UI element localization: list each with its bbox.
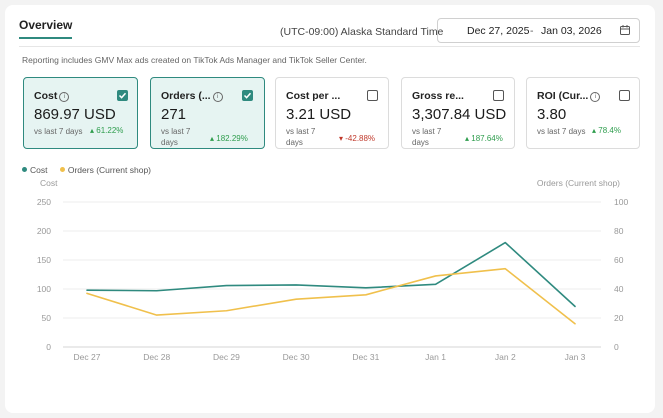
left-tick-label: 100: [37, 284, 51, 294]
right-tick-label: 0: [614, 342, 619, 352]
metric-card-roi[interactable]: ROI (Cur... i 3.80 vs last 7 days ▴ 78.4%: [526, 77, 640, 149]
card-checkbox[interactable]: [242, 90, 253, 101]
info-icon: i: [590, 92, 601, 102]
header-divider: [19, 46, 640, 47]
date-start: Dec 27, 2025: [467, 25, 530, 37]
card-comparison-label: vs last 7 days: [537, 127, 586, 136]
card-title: Orders (...: [161, 90, 211, 102]
reporting-note: Reporting includes GMV Max ads created o…: [22, 55, 367, 65]
metric-card-gross-revenue[interactable]: Gross re... 3,307.84 USD vs last 7 days …: [401, 77, 515, 149]
date-separator: -: [530, 25, 534, 37]
card-value: 271: [161, 106, 187, 123]
x-tick-label: Dec 31: [352, 352, 379, 362]
left-tick-label: 150: [37, 255, 51, 265]
x-tick-label: Dec 28: [143, 352, 170, 362]
info-icon: i: [212, 92, 223, 102]
right-tick-label: 40: [614, 284, 624, 294]
card-comparison-label: vs last 7 days: [161, 127, 191, 147]
date-end: Jan 03, 2026: [541, 25, 602, 37]
left-tick-label: 250: [37, 197, 51, 207]
x-tick-label: Dec 30: [283, 352, 310, 362]
card-change: ▴ 78.4%: [592, 126, 621, 135]
calendar-icon: [620, 25, 630, 35]
card-checkbox[interactable]: [117, 90, 128, 101]
metric-card-orders[interactable]: Orders (... i 271 vs last 7 days ▴ 182.29…: [150, 77, 265, 149]
metric-card-cost-per-order[interactable]: Cost per ... 3.21 USD vs last 7 days ▾ -…: [275, 77, 389, 149]
right-tick-label: 20: [614, 313, 624, 323]
card-comparison-label: vs last 7 days: [286, 127, 316, 147]
x-tick-label: Dec 27: [74, 352, 101, 362]
legend-marker: [59, 167, 65, 172]
card-value: 3.80: [537, 106, 567, 123]
card-checkbox[interactable]: [619, 90, 630, 101]
right-tick-label: 100: [614, 197, 628, 207]
legend-marker: [22, 167, 27, 172]
series-line-cost: [86, 241, 576, 308]
chart-legend: Cost Orders (Current shop): [22, 165, 161, 175]
legend-item-orders[interactable]: Orders (Current shop): [59, 165, 151, 175]
x-tick-label: Dec 29: [213, 352, 240, 362]
x-tick-label: Jan 3: [565, 352, 586, 362]
card-value: 3,307.84 USD: [412, 106, 507, 123]
card-change: ▴ 182.29%: [210, 134, 248, 143]
card-change: ▴ 61.22%: [90, 126, 124, 135]
left-axis-title: Cost: [40, 178, 58, 188]
overview-panel: [5, 5, 655, 413]
card-title: Gross re...: [412, 90, 464, 102]
info-icon: i: [59, 92, 70, 102]
tab-overview[interactable]: Overview: [19, 18, 73, 39]
metric-card-cost[interactable]: Cost i 869.97 USD vs last 7 days ▴ 61.22%: [23, 77, 138, 149]
legend-item-cost[interactable]: Cost: [22, 165, 47, 175]
series-line-orders: [86, 267, 576, 325]
left-tick-label: 0: [46, 342, 51, 352]
right-tick-label: 80: [614, 226, 624, 236]
card-value: 3.21 USD: [286, 106, 352, 123]
card-change: ▴ 187.64%: [465, 134, 503, 143]
card-comparison-label: vs last 7 days: [34, 127, 83, 136]
card-change: ▾ -42.88%: [339, 134, 376, 143]
left-tick-label: 200: [37, 226, 51, 236]
card-value: 869.97 USD: [34, 106, 116, 123]
right-axis-title: Orders (Current shop): [537, 178, 620, 188]
card-title: Cost: [34, 90, 58, 102]
checkmark-icon: [118, 92, 127, 99]
checkmark-icon: [243, 92, 252, 99]
date-range-picker[interactable]: Dec 27, 2025 - Jan 03, 2026: [437, 18, 640, 43]
x-tick-label: Jan 2: [495, 352, 516, 362]
card-title: Cost per ...: [286, 90, 341, 102]
timezone-label: (UTC-09:00) Alaska Standard Time: [280, 26, 444, 38]
right-tick-label: 60: [614, 255, 624, 265]
x-tick-label: Jan 1: [425, 352, 446, 362]
card-comparison-label: vs last 7 days: [412, 127, 442, 147]
card-checkbox[interactable]: [367, 90, 378, 101]
left-tick-label: 50: [42, 313, 52, 323]
card-checkbox[interactable]: [493, 90, 504, 101]
card-title: ROI (Cur...: [537, 90, 589, 102]
